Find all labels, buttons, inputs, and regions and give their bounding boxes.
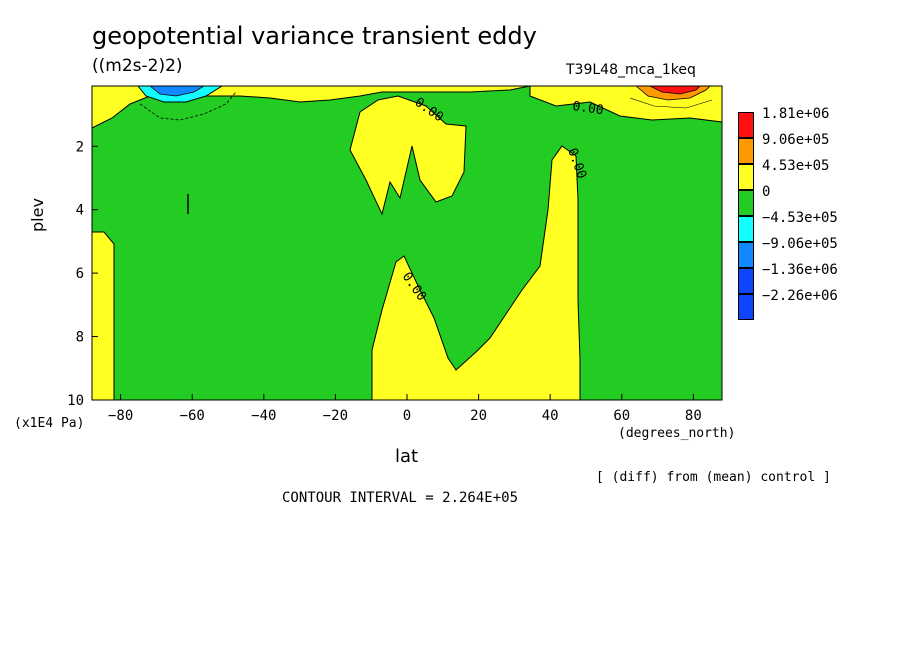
x-tick-label: 60 [613,408,630,424]
legend-label: 1.81e+06 [762,106,830,122]
run-name: T39L48_mca_1keq [566,62,696,78]
legend-label: −2.26e+06 [762,288,838,304]
legend-swatch [738,216,754,242]
x-tick-label: 40 [542,408,559,424]
chart-units: ((m2s-2)2) [92,56,183,76]
y-tick-label: 6 [76,266,84,282]
x-tick-label: −20 [323,408,348,424]
legend-swatch [738,268,754,294]
y-tick-label: 4 [76,203,84,219]
x-tick-label: 80 [685,408,702,424]
legend-swatch [738,112,754,138]
legend-item: 0 [738,184,868,216]
legend-item: 1.81e+06 [738,106,868,138]
legend-swatch [738,294,754,320]
yellow-region-left [91,231,115,401]
legend-item: −2.26e+06 [738,288,868,320]
contour-interval: CONTOUR INTERVAL = 2.264E+05 [282,490,519,506]
legend-item: 4.53e+05 [738,158,868,190]
x-tick-label: −80 [108,408,133,424]
legend-swatch [738,138,754,164]
x-axis-label: lat [395,446,419,467]
legend-swatch [738,190,754,216]
legend-swatch [738,242,754,268]
legend-label: 0 [762,184,771,200]
legend-item: −9.06e+05 [738,236,868,268]
legend-swatch [738,164,754,190]
legend-item: −1.36e+06 [738,262,868,294]
y-axis-label: plev [28,198,47,232]
legend-label: −9.06e+05 [762,236,838,252]
x-tick-label: 20 [470,408,487,424]
legend-item: −4.53e+05 [738,210,868,242]
thin-contour-right [629,97,713,109]
y-tick-label: 8 [76,330,84,346]
x-tick-label: −40 [251,408,276,424]
legend-label: 4.53e+05 [762,158,830,174]
chart-title: geopotential variance transient eddy [92,22,537,50]
y-axis-unit: (x1E4 Pa) [14,416,85,431]
dashed-contour [139,91,237,121]
legend-item: 9.06e+05 [738,132,868,164]
x-tick-label: −60 [180,408,205,424]
contour-label: 0.00 [571,99,604,118]
y-tick-label: 10 [67,393,84,409]
legend-label: −1.36e+06 [762,262,838,278]
legend-label: −4.53e+05 [762,210,838,226]
legend-label: 9.06e+05 [762,132,830,148]
yellow-region-lower-center [371,145,581,401]
x-tick-label: 0 [403,408,411,424]
yellow-region-upper-center [349,95,467,216]
yellow-region-top-left [91,85,531,129]
x-axis-unit: (degrees_north) [618,426,736,441]
y-tick-label: 2 [76,139,84,155]
diff-note: [ (diff) from (mean) control ] [596,470,831,485]
